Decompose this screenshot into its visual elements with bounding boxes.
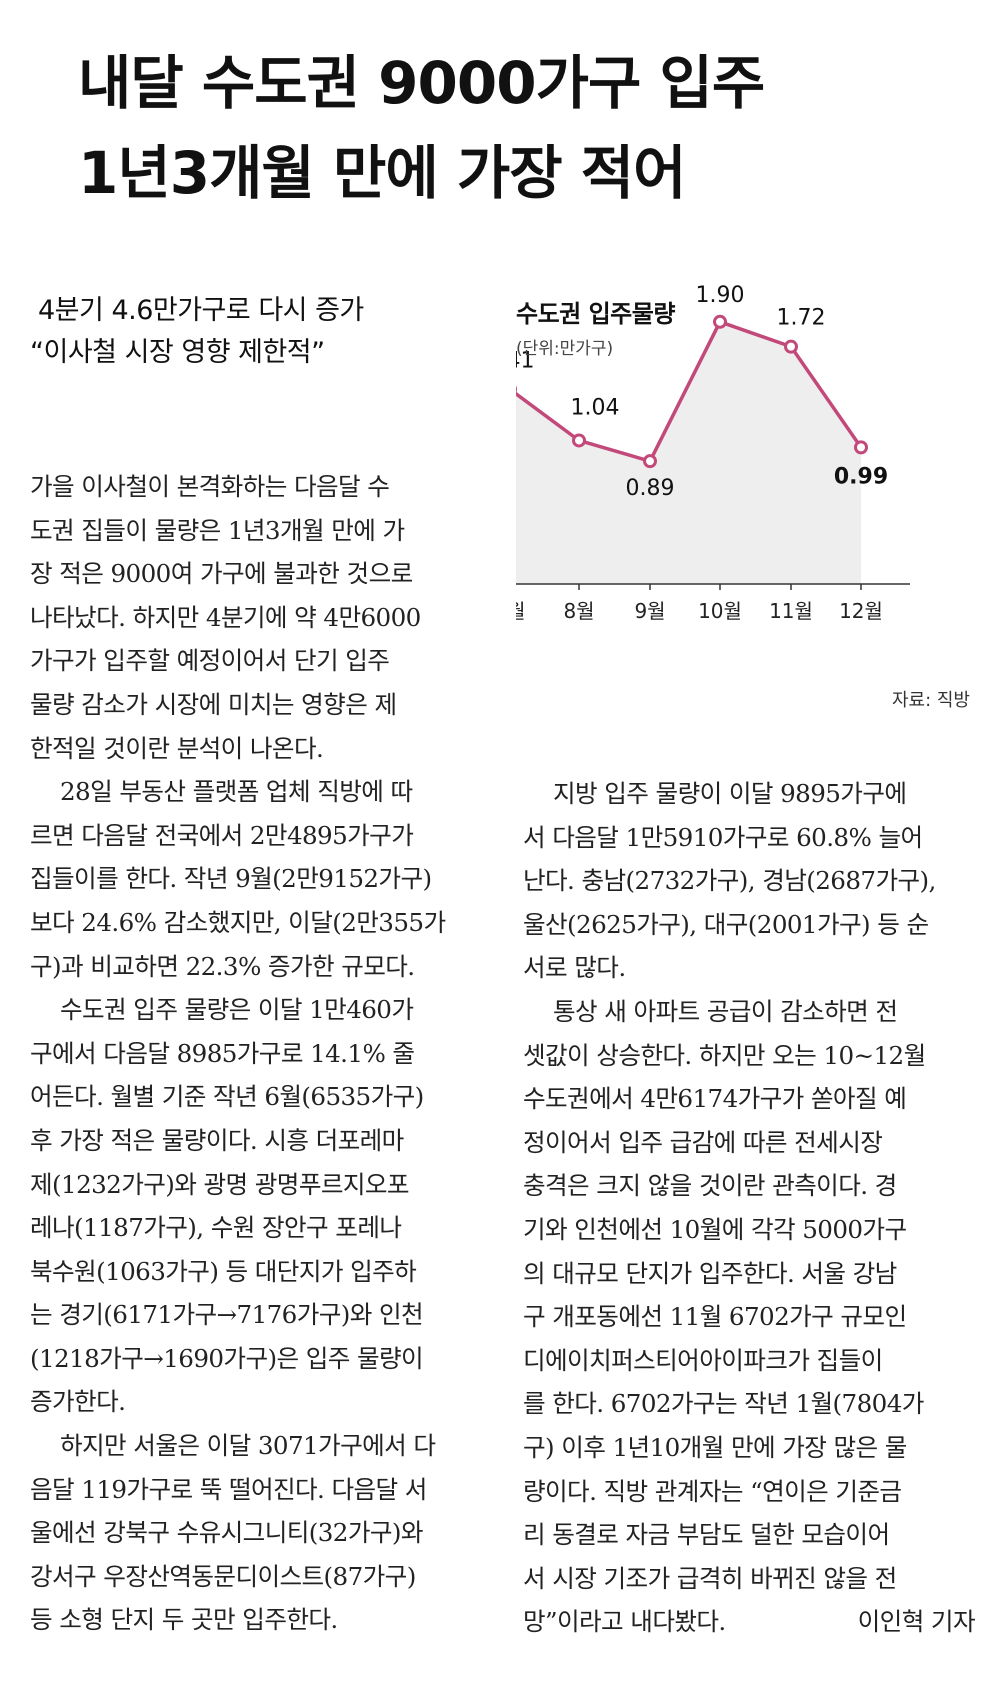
article-line: 서로 많다. <box>523 953 626 983</box>
series-line <box>516 320 863 463</box>
x-tick-label: 8월 <box>563 599 594 623</box>
article-line: 서 시장 기조가 급격히 바뀌진 않을 전 <box>523 1563 897 1593</box>
article-line: 보다 24.6% 감소했지만, 이달(2만355가 <box>30 907 446 937</box>
data-label: 0.99 <box>834 464 888 489</box>
article-line: 르면 다음달 전국에서 2만4895가구가 <box>30 820 414 850</box>
article-line: 를 한다. 6702가구는 작년 1월(7804가 <box>523 1389 924 1419</box>
closing-text: 망”이라고 내다봤다. <box>523 1607 726 1637</box>
housing-supply-chart: 7월8월9월10월11월12월1.411.040.891.901.720.99 … <box>516 284 976 714</box>
data-point <box>572 433 586 448</box>
subheadline: 4분기 4.6만가구로 다시 증가 “이사철 시장 영향 제한적” <box>30 290 480 374</box>
article-line: 리 동결로 자금 부담도 덜한 모습이어 <box>523 1520 890 1550</box>
closing-line: 망”이라고 내다봤다. 이인혁 기자 <box>523 1600 976 1644</box>
article-line: 후 가장 적은 물량이다. 시흥 더포레마 <box>30 1125 404 1155</box>
chart-title: 수도권 입주물량 <box>516 300 675 328</box>
x-tick-label: 7월 <box>516 599 526 623</box>
article-line: 지방 입주 물량이 이달 9895가구에 <box>553 779 907 808</box>
article-line: 난다. 충남(2732가구), 경남(2687가구), <box>523 866 936 896</box>
data-label: 1.04 <box>571 395 620 420</box>
article-line: 구 개포동에선 11월 6702가구 규모인 <box>523 1302 907 1332</box>
data-label: 1.41 <box>516 348 534 373</box>
article-line: 구에서 다음달 8985가구로 14.1% 줄 <box>30 1038 415 1068</box>
article-line: 어든다. 월별 기준 작년 6월(6535가구) <box>30 1082 424 1112</box>
article-line: 북수원(1063가구) 등 대단지가 입주하 <box>30 1256 417 1286</box>
article-line: 증가한다. <box>30 1387 126 1417</box>
x-tick-label: 10월 <box>698 599 742 623</box>
article-line: 도권 집들이 물량은 1년3개월 만에 가 <box>30 515 405 545</box>
article-line: 울에선 강북구 수유시그니티(32가구)와 <box>30 1518 424 1548</box>
article-line: 가구가 입주할 예정이어서 단기 입주 <box>30 646 390 676</box>
x-tick-label: 9월 <box>634 599 665 623</box>
article-line: 충격은 크지 않을 것이란 관측이다. 경 <box>523 1171 897 1201</box>
data-point <box>643 454 657 469</box>
article-line: 디에이치퍼스티어아이파크가 집들이 <box>523 1345 883 1375</box>
article-line: 통상 새 아파트 공급이 감소하면 전 <box>553 996 898 1026</box>
article-line: 한적일 것이란 분석이 나온다. <box>30 733 324 763</box>
article-line: 는 경기(6171가구→7176가구)와 인천 <box>30 1300 424 1330</box>
article-line: 28일 부동산 플랫폼 업체 직방에 따 <box>60 777 413 807</box>
article-line: 량이다. 직방 관계자는 “연이은 기준금 <box>523 1476 902 1506</box>
headline-line-1: 내달 수도권 9000가구 입주 <box>78 49 765 117</box>
data-label: 1.90 <box>696 284 745 308</box>
headline: 내달 수도권 9000가구 입주 1년3개월 만에 가장 적어 <box>78 38 978 218</box>
article-line: 나타났다. 하지만 4분기에 약 4만6000 <box>30 602 421 632</box>
article-line: 등 소형 단지 두 곳만 입주한다. <box>30 1605 338 1635</box>
data-point <box>784 339 798 354</box>
article-line: (1218가구→1690가구)은 입주 물량이 <box>30 1343 424 1373</box>
subheadline-line-1: 4분기 4.6만가구로 다시 증가 <box>38 295 364 326</box>
data-point <box>713 314 727 329</box>
article-line: 레나(1187가구), 수원 장안구 포레나 <box>30 1213 402 1243</box>
article-line: 의 대규모 단지가 입주한다. 서울 강남 <box>523 1258 897 1288</box>
article-line: 음달 119가구로 뚝 떨어진다. 다음달 서 <box>30 1474 427 1504</box>
data-label: 1.72 <box>777 306 826 331</box>
article-line: 서 다음달 1만5910가구로 60.8% 늘어 <box>523 822 923 852</box>
article-line: 셋값이 상승한다. 하지만 오는 10~12월 <box>523 1040 926 1070</box>
chart-source: 자료: 직방 <box>891 690 970 711</box>
article-line: 물량 감소가 시장에 미치는 영향은 제 <box>30 689 397 719</box>
article-line: 장 적은 9000여 가구에 불과한 것으로 <box>30 559 413 589</box>
article-line: 구)과 비교하면 22.3% 증가한 규모다. <box>30 951 415 981</box>
headline-line-2: 1년3개월 만에 가장 적어 <box>78 139 687 207</box>
article-line: 집들이를 한다. 작년 9월(2만9152가구) <box>30 864 432 894</box>
chart-unit: (단위:만가구) <box>516 339 614 359</box>
chart-area <box>516 321 861 584</box>
data-label: 0.89 <box>626 476 675 501</box>
article-line: 기와 인천에선 10월에 각각 5000가구 <box>523 1214 907 1244</box>
article-line: 구) 이후 1년10개월 만에 가장 많은 물 <box>523 1432 907 1462</box>
article-line: 가을 이사철이 본격화하는 다음달 수 <box>30 472 390 501</box>
chart-svg: 7월 8월 9월 10월 11월 12월 1.41 1.04 0.89 1.90 1.72 0.99 <box>516 284 910 623</box>
byline: 이인혁 기자 <box>857 1607 976 1637</box>
subheadline-line-2: “이사철 시장 영향 제한적” <box>30 337 325 368</box>
article-line: 강서구 우장산역동문디이스트(87가구) <box>30 1561 416 1591</box>
article-line: 수도권 입주 물량은 이달 1만460가 <box>60 995 414 1025</box>
article-line: 정이어서 입주 급감에 따른 전세시장 <box>523 1127 883 1157</box>
x-tick-label: 11월 <box>769 599 813 623</box>
data-point <box>854 440 868 455</box>
x-tick-label: 12월 <box>839 599 883 623</box>
article-line: 하지만 서울은 이달 3071가구에서 다 <box>60 1431 436 1461</box>
article-line: 제(1232가구)와 광명 광명푸르지오포 <box>30 1169 410 1199</box>
article-line: 울산(2625가구), 대구(2001가구) 등 순 <box>523 909 929 939</box>
article-line: 수도권에서 4만6174가구가 쏟아질 예 <box>523 1084 907 1114</box>
